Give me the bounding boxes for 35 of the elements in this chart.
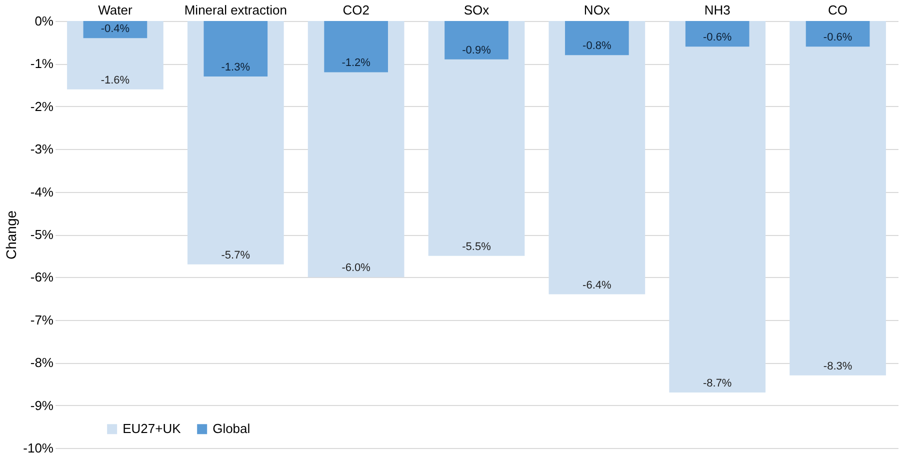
data-label: -0.6% <box>823 32 852 44</box>
y-tick-label: 0% <box>34 14 54 28</box>
y-tick-label: -7% <box>30 312 54 328</box>
y-tick-label: -5% <box>30 227 54 242</box>
x-tick-label: CO2 <box>342 2 370 18</box>
x-tick-label: CO <box>828 2 848 18</box>
data-label: -0.4% <box>100 23 130 36</box>
data-label: -0.8% <box>582 40 612 52</box>
data-label: -8.3% <box>823 360 852 372</box>
y-axis-title: Change <box>3 210 20 260</box>
y-tick-label: -10% <box>23 440 54 456</box>
legend-label: EU27+UK <box>122 421 182 436</box>
y-tick-label: -1% <box>30 56 54 72</box>
legend-label: Global <box>212 421 250 436</box>
x-tick-label: SOx <box>464 2 490 18</box>
y-tick-label: -9% <box>30 398 54 413</box>
data-label: -8.7% <box>702 377 732 390</box>
y-tick-label: -4% <box>30 184 54 200</box>
y-tick-label: -3% <box>30 142 54 157</box>
data-label: -1.3% <box>221 62 250 74</box>
data-label: -6.4% <box>582 279 612 292</box>
data-label: -6.0% <box>342 262 371 274</box>
data-label: -0.6% <box>702 32 732 44</box>
data-label: -1.6% <box>100 74 130 86</box>
x-tick-label: Water <box>98 2 133 18</box>
x-tick-label: NH3 <box>704 2 730 18</box>
data-label: -0.9% <box>462 44 492 56</box>
data-label: -1.2% <box>342 57 371 70</box>
y-tick-label: -8% <box>30 355 54 370</box>
x-tick-label: NOx <box>584 2 610 18</box>
x-tick-label: Mineral extraction <box>184 2 287 18</box>
y-tick-label: -2% <box>30 98 54 114</box>
y-tick-label: -6% <box>30 270 54 285</box>
data-label: -5.5% <box>462 240 492 253</box>
data-label: -5.7% <box>221 249 250 262</box>
